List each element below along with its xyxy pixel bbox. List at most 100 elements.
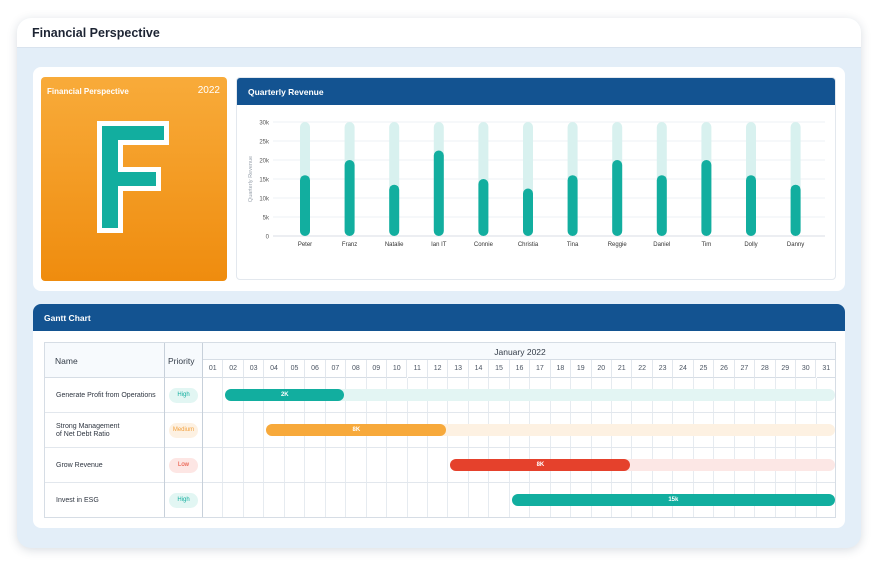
month-label: January 2022	[494, 347, 546, 357]
day-header: 04	[264, 360, 285, 378]
title-bar: Financial Perspective	[17, 18, 861, 48]
priority-column-label: Priority	[168, 356, 195, 366]
task-name: Invest in ESG	[56, 497, 99, 504]
day-header: 05	[284, 360, 306, 378]
gantt-table: Name Priority January 2022 01 02 03 04 05 06 0…	[44, 342, 836, 518]
name-column-header[interactable]: Name	[45, 343, 165, 378]
x-tick-label: Dolly	[744, 242, 757, 248]
x-tick-label: Ian IT	[431, 242, 447, 248]
card-year: 2022	[197, 85, 220, 96]
gantt-row[interactable]: Generate Profit from Operations High 2K	[45, 378, 835, 413]
x-tick-label: Peter	[298, 242, 312, 248]
top-panel: Financial Perspective 2022 Quarterly Rev…	[33, 67, 845, 291]
day-header: 16	[509, 360, 531, 378]
y-axis-label: Quarterly Revenue	[248, 156, 254, 202]
day-header: 27	[734, 360, 756, 378]
month-header: January 2022	[203, 343, 835, 360]
priority-badge: High	[169, 493, 198, 508]
day-header: 08	[346, 360, 367, 378]
revenue-header: Quarterly Revenue	[237, 78, 835, 105]
gantt-row[interactable]: Grow Revenue Low 8K	[45, 448, 835, 483]
bar-danny	[790, 184, 801, 236]
day-header: 20	[591, 360, 612, 378]
gantt-row[interactable]: Strong Management of Net Debt Ratio Medium…	[45, 413, 835, 448]
task-name-cell: Invest in ESG	[45, 483, 165, 517]
bar-tim	[701, 160, 712, 236]
priority-badge: High	[169, 388, 198, 403]
priority-cell: High	[165, 483, 203, 517]
task-bar[interactable]: 8K	[266, 424, 447, 436]
day-header: 23	[652, 360, 674, 378]
window-title: Financial Perspective	[32, 26, 160, 40]
day-header: 26	[714, 360, 735, 378]
day-header: 22	[632, 360, 653, 378]
bar-tina	[567, 175, 578, 236]
x-tick-label: Franz	[342, 242, 357, 248]
y-tick-label: 10k	[259, 197, 270, 203]
y-tick-label: 25k	[259, 140, 270, 146]
day-header: 30	[796, 360, 817, 378]
task-bar[interactable]: 15k	[511, 494, 835, 506]
day-header: 07	[325, 360, 347, 378]
task-track	[225, 389, 835, 401]
task-name-cell: Strong Management of Net Debt Ratio	[45, 413, 165, 448]
revenue-title: Quarterly Revenue	[248, 87, 324, 97]
letter-f-icon	[97, 121, 169, 233]
task-bar[interactable]: 2K	[225, 389, 345, 401]
bar-natalie	[389, 184, 400, 236]
day-header: 10	[387, 360, 408, 378]
day-header: 02	[223, 360, 244, 378]
x-tick-label: Natalie	[385, 242, 404, 248]
y-tick-label: 20k	[259, 159, 270, 165]
task-bar[interactable]: 8K	[450, 459, 631, 471]
quarterly-revenue-card: Quarterly Revenue 0 5k 10k 15k 20k 25k 30k Quar…	[236, 77, 836, 280]
bar-daniel	[656, 175, 667, 236]
task-name-cell: Grow Revenue	[45, 448, 165, 483]
task-name: of Net Debt Ratio	[56, 431, 110, 438]
bar-peter	[300, 175, 310, 236]
day-header: 13	[448, 360, 469, 378]
day-header: 06	[305, 360, 326, 378]
day-header: 01	[203, 360, 224, 378]
task-name: Grow Revenue	[56, 462, 103, 469]
gantt-panel: Gantt Chart Name Priority January 2022 0…	[33, 304, 845, 528]
bar-christia	[523, 188, 533, 236]
bar-connie	[478, 179, 489, 236]
y-tick-label: 5k	[263, 216, 270, 222]
day-header: 17	[530, 360, 551, 378]
day-header: 25	[693, 360, 715, 378]
day-header: 09	[366, 360, 388, 378]
task-name: Generate Profit from Operations	[56, 392, 156, 399]
bar-dolly	[746, 175, 756, 236]
x-tick-label: Tina	[567, 242, 579, 248]
priority-cell: Medium	[165, 413, 203, 448]
y-tick-label: 15k	[259, 178, 270, 184]
gantt-header: Gantt Chart	[33, 304, 845, 331]
financial-perspective-card[interactable]: Financial Perspective 2022	[41, 77, 227, 281]
y-tick-label: 30k	[259, 121, 270, 127]
x-tick-label: Christia	[518, 242, 539, 248]
day-header: 15	[489, 360, 510, 378]
priority-cell: High	[165, 378, 203, 413]
task-name: Strong Management	[56, 423, 120, 430]
x-tick-label: Tim	[702, 242, 712, 248]
name-column-label: Name	[55, 356, 78, 366]
gantt-row[interactable]: Invest in ESG High 15k	[45, 483, 835, 517]
bar-franz	[344, 160, 355, 236]
task-name-cell: Generate Profit from Operations	[45, 378, 165, 413]
priority-badge: Low	[169, 458, 198, 473]
card-label: Financial Perspective	[47, 87, 129, 96]
day-header: 11	[407, 360, 428, 378]
priority-column-header[interactable]: Priority	[165, 343, 203, 378]
x-tick-label: Daniel	[653, 242, 670, 248]
day-header: 19	[571, 360, 592, 378]
day-header: 29	[775, 360, 797, 378]
day-header: 31	[816, 360, 835, 378]
bar-ian-it	[433, 150, 444, 236]
day-header: 28	[755, 360, 776, 378]
day-header: 24	[673, 360, 694, 378]
dashboard-window: Financial Perspective Financial Perspect…	[17, 18, 861, 548]
day-header: 21	[612, 360, 633, 378]
day-header: 03	[243, 360, 265, 378]
gantt-title: Gantt Chart	[44, 313, 91, 323]
